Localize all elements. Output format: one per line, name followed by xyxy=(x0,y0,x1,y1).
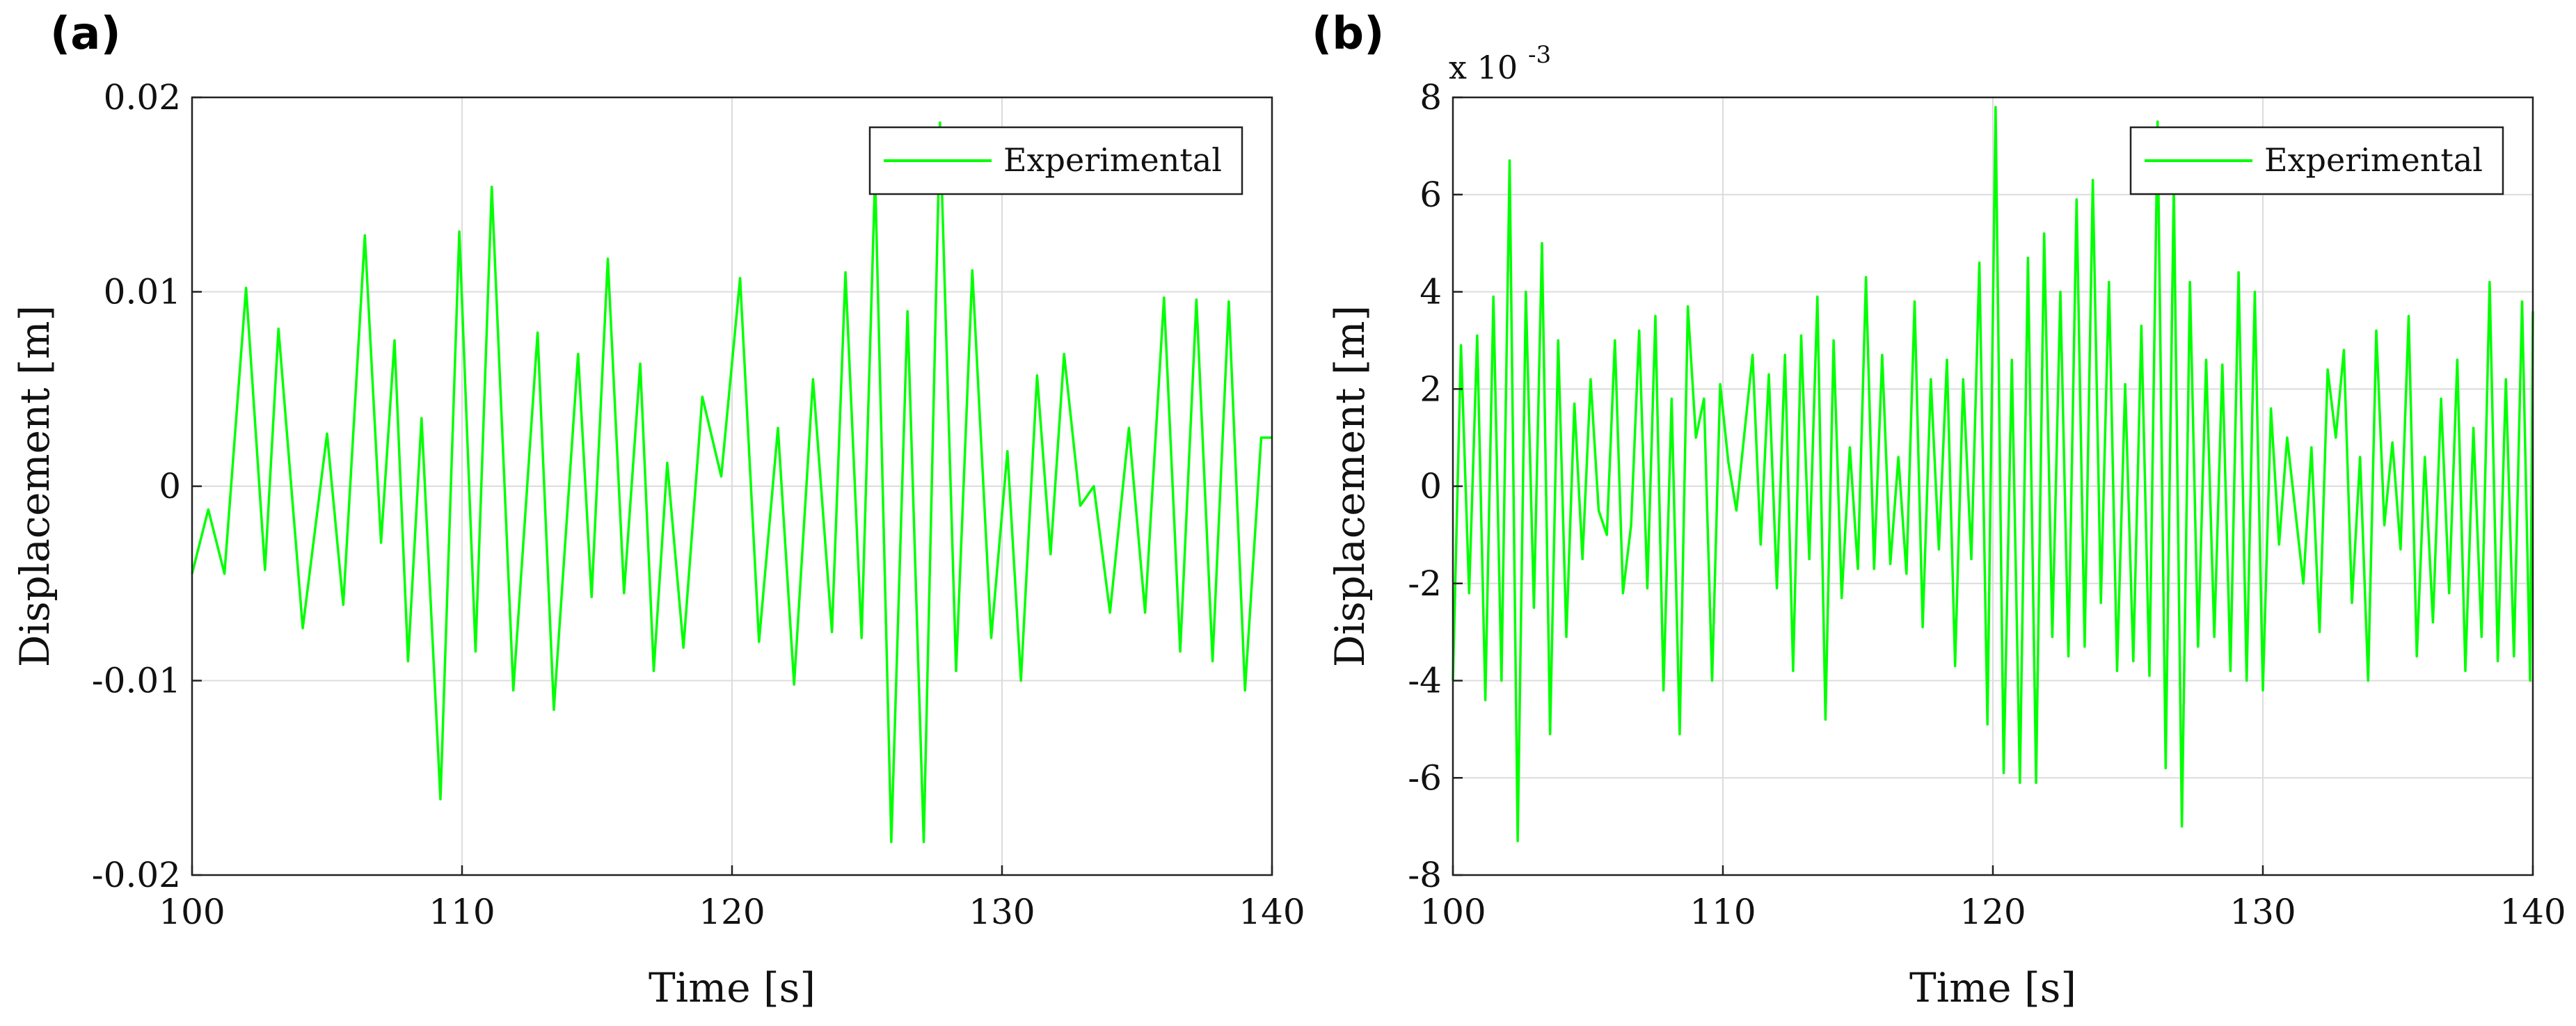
panel-b-y-tick-label: -6 xyxy=(1408,758,1442,798)
panel-b-y-tick-label: 6 xyxy=(1420,175,1442,215)
panel-b-x-tick-label: 130 xyxy=(2229,892,2296,932)
panel-a-series xyxy=(191,121,1272,844)
panel-a-legend: Experimental xyxy=(868,126,1243,195)
panel-a: (a) 100 110 120 130 140 -0.02 -0.01 0 0.01 0.02 T… xyxy=(11,8,1305,1011)
panel-a-x-tick-label: 110 xyxy=(429,892,495,932)
panel-b-label: (b) xyxy=(1312,8,1384,60)
panel-b-x-tick-label: 140 xyxy=(2499,892,2566,932)
panel-b-series xyxy=(1452,106,2534,842)
panel-a-x-tick-label: 140 xyxy=(1239,892,1305,932)
panel-a-grid xyxy=(191,97,1273,876)
panel-a-y-tick-label: 0.02 xyxy=(104,77,181,118)
panel-a-x-tick-label: 120 xyxy=(699,892,765,932)
panel-b-x-tick-label: 110 xyxy=(1689,892,1756,932)
panel-b-legend: Experimental xyxy=(2129,126,2504,195)
panel-a-x-tick-label: 100 xyxy=(159,892,225,932)
panel-a-x-tick-label: 130 xyxy=(969,892,1035,932)
panel-b-exponent: x 10 -3 xyxy=(1449,41,1551,86)
panel-b-exponent-base: x 10 xyxy=(1449,49,1518,86)
panel-b-exponent-power: -3 xyxy=(1528,41,1551,69)
panel-b-y-tick-label: 8 xyxy=(1420,77,1442,118)
panel-a-y-tick-label: -0.01 xyxy=(92,661,181,701)
panel-a-y-tick-label: -0.02 xyxy=(92,855,181,895)
panel-b-legend-entry: Experimental xyxy=(2264,141,2483,179)
panel-b: (b) x 10 -3 100 110 120 130 140 -8 -6 -4 -2 0 2 4 6 8… xyxy=(1312,8,2566,1011)
panel-a-x-axis-label: Time [s] xyxy=(649,964,816,1011)
panel-a-y-axis-label: Displacement [m] xyxy=(11,305,58,668)
panel-b-x-tick-label: 100 xyxy=(1420,892,1486,932)
panel-a-y-tick-label: 0 xyxy=(159,466,181,506)
panel-b-series-experimental xyxy=(1452,106,2534,842)
panel-b-y-tick-label: -2 xyxy=(1408,563,1442,604)
panel-b-y-tick-label: 4 xyxy=(1420,272,1442,312)
panel-b-x-tick-label: 120 xyxy=(1959,892,2026,932)
panel-a-y-tick-label: 0.01 xyxy=(104,272,181,312)
panel-b-grid xyxy=(1452,97,2534,876)
panel-a-ticks: 100 110 120 130 140 -0.02 -0.01 0 0.01 0.02 xyxy=(92,77,1305,932)
panel-b-ticks: 100 110 120 130 140 -8 -6 -4 -2 0 2 4 6 8 xyxy=(1408,77,2566,932)
panel-b-y-tick-label: 2 xyxy=(1420,369,1442,409)
panel-b-y-axis-label: Displacement [m] xyxy=(1326,305,1374,668)
panel-b-y-tick-label: -4 xyxy=(1408,661,1442,701)
panel-a-legend-entry: Experimental xyxy=(1003,141,1222,179)
panel-b-x-axis-label: Time [s] xyxy=(1909,964,2076,1011)
panel-a-label: (a) xyxy=(50,8,121,60)
panel-b-y-tick-label: -8 xyxy=(1408,855,1442,895)
panel-b-y-tick-label: 0 xyxy=(1420,466,1442,506)
panel-a-series-experimental xyxy=(191,121,1272,844)
